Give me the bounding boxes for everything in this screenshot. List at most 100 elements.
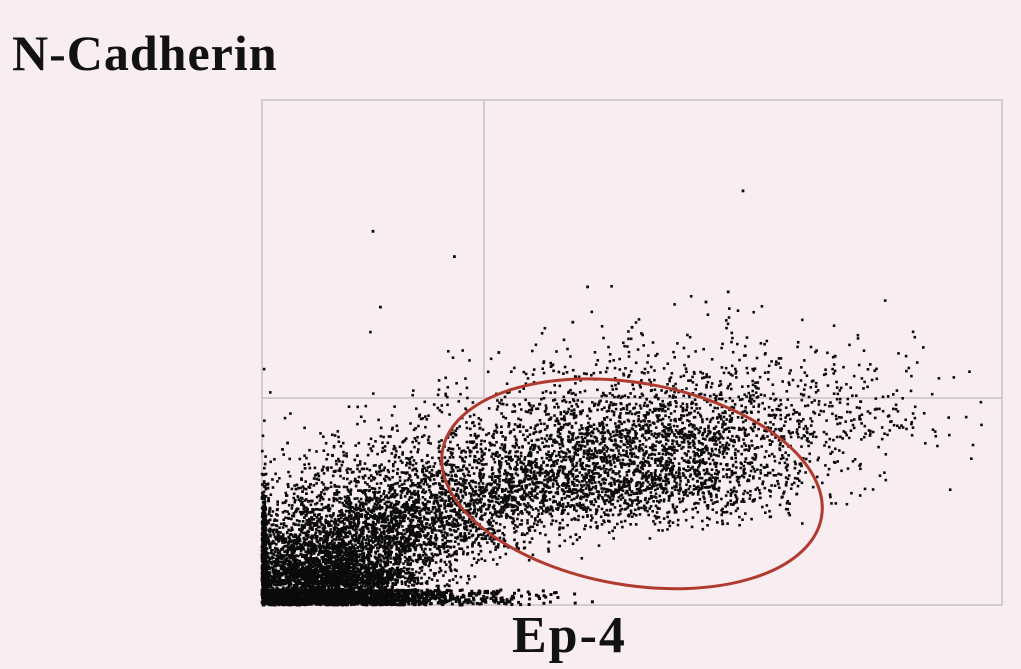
scatter-point — [414, 570, 418, 574]
scatter-point — [271, 570, 275, 573]
scatter-point — [446, 555, 449, 558]
scatter-point — [286, 581, 290, 584]
scatter-point — [334, 548, 337, 551]
scatter-point — [391, 526, 395, 529]
scatter-point — [399, 459, 403, 463]
scatter-point — [348, 562, 352, 566]
scatter-point — [296, 545, 299, 549]
scatter-point — [307, 485, 310, 489]
scatter-point — [303, 538, 307, 541]
scatter-point — [480, 557, 483, 561]
scatter-point — [292, 544, 296, 548]
scatter-point — [274, 570, 278, 574]
scatter-point — [263, 512, 267, 515]
scatter-point — [282, 561, 285, 564]
scatter-point — [380, 545, 384, 548]
scatter-point — [326, 468, 329, 472]
scatter-point — [361, 579, 365, 582]
scatter-point — [440, 523, 444, 526]
scatter-point — [406, 478, 410, 482]
scatter-point — [423, 508, 427, 512]
scatter-point — [305, 553, 309, 557]
scatter-point — [366, 527, 369, 530]
scatter-point — [465, 537, 468, 540]
scatter-point — [306, 547, 310, 551]
scatter-point — [503, 539, 507, 543]
scatter-point — [468, 536, 471, 539]
scatter-point — [331, 573, 335, 577]
scatter-point — [291, 528, 294, 532]
scatter-point — [302, 583, 306, 587]
scatter-point — [423, 527, 427, 531]
scatter-point — [338, 553, 342, 557]
scatter-point — [492, 542, 496, 545]
scatter-point — [344, 578, 348, 582]
scatter-point — [340, 564, 344, 568]
scatter-point — [456, 535, 460, 539]
scatter-point — [327, 524, 330, 528]
scatter-point — [530, 537, 534, 540]
scatter-point — [317, 562, 320, 565]
scatter-point — [380, 538, 384, 541]
scatter-point — [296, 578, 300, 581]
scatter-point — [379, 515, 382, 519]
scatter-point — [408, 571, 411, 575]
scatter-point — [480, 514, 484, 518]
scatter-point — [327, 509, 330, 512]
scatter-point — [386, 514, 390, 518]
scatter-point — [409, 531, 412, 535]
scatter-point — [339, 546, 342, 550]
scatter-point — [316, 513, 320, 517]
scatter-point — [416, 482, 420, 485]
scatter-point — [501, 532, 504, 535]
scatter-point — [320, 575, 324, 578]
scatter-point — [376, 585, 379, 589]
scatter-point — [424, 581, 428, 584]
scatter-point — [267, 579, 270, 582]
scatter-point — [419, 534, 423, 538]
scatter-point — [462, 537, 466, 541]
scatter-point — [300, 513, 303, 516]
scatter-point — [287, 516, 290, 520]
scatter-point — [538, 532, 542, 535]
scatter-point — [359, 584, 363, 588]
scatter-point — [474, 525, 477, 529]
scatter-point — [305, 581, 309, 584]
scatter-point — [492, 504, 496, 507]
scatter-point — [290, 562, 294, 566]
scatter-point — [345, 525, 349, 528]
scatter-point — [354, 566, 358, 570]
scatter-point — [407, 567, 411, 571]
scatter-point — [471, 466, 474, 470]
scatter-point — [396, 536, 399, 539]
scatter-point — [477, 543, 480, 546]
scatter-point — [351, 570, 355, 574]
scatter-point — [293, 559, 296, 562]
scatter-point — [344, 532, 347, 536]
scatter-point — [291, 551, 295, 555]
scatter-point — [307, 565, 310, 569]
scatter-point — [380, 540, 384, 544]
scatter-point — [317, 564, 320, 568]
scatter-point — [440, 545, 443, 548]
scatter-point — [262, 586, 266, 590]
scatter-point — [397, 574, 400, 577]
scatter-point — [363, 574, 367, 577]
scatter-point — [311, 499, 314, 503]
scatter-point — [328, 566, 331, 570]
scatter-point — [344, 569, 348, 572]
scatter-point — [264, 557, 268, 560]
scatter-point — [271, 552, 274, 555]
scatter-point — [466, 581, 469, 585]
scatter-point — [349, 539, 353, 543]
scatter-point — [412, 500, 415, 503]
scatter-point — [405, 501, 408, 504]
scatter-point — [283, 501, 287, 504]
scatter-point — [446, 532, 449, 535]
scatter-point — [297, 554, 300, 558]
scatter-point — [330, 535, 334, 539]
scatter-point — [444, 499, 447, 503]
scatter-point — [344, 505, 348, 508]
scatter-point — [412, 515, 416, 519]
scatter-point — [301, 527, 304, 531]
